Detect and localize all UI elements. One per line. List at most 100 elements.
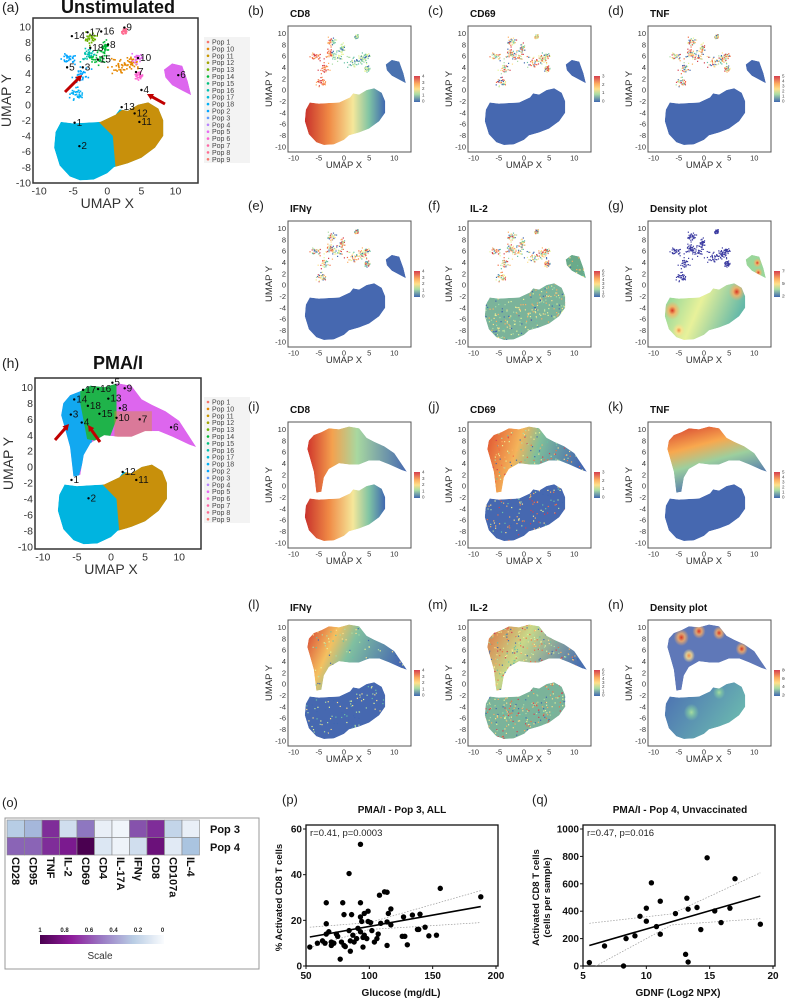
cell-point: [523, 662, 526, 665]
cell-point: [498, 253, 500, 255]
cell-point: [537, 37, 539, 39]
x-tick-label: 5: [367, 748, 371, 757]
cell-point: [362, 57, 364, 59]
cell-point: [715, 230, 717, 232]
cell-point: [725, 258, 728, 260]
umap-embedding: [304, 34, 406, 145]
cell-point: [515, 53, 517, 55]
cell-point: [569, 539, 571, 541]
cell-point: [683, 62, 685, 64]
legend-marker: [206, 116, 210, 120]
cell-point: [694, 234, 696, 236]
y-tick-label: 6: [282, 52, 286, 61]
cell-point: [574, 504, 577, 506]
cell-point: [519, 310, 522, 312]
cell-point: [538, 490, 541, 492]
cell-point: [526, 332, 528, 335]
cell-point: [681, 271, 683, 273]
cell-point: [333, 699, 335, 702]
cell-point: [363, 677, 365, 679]
cell-point: [675, 54, 677, 57]
y-tick-label: -6: [24, 509, 33, 521]
cell-point: [690, 38, 692, 40]
cell-point: [514, 701, 516, 703]
cell-point: [578, 320, 580, 322]
cell-point: [524, 309, 527, 311]
cell-point: [342, 47, 344, 50]
cell-point: [541, 428, 543, 430]
cell-point: [408, 714, 409, 715]
cell-point: [390, 699, 392, 702]
cell-point: [329, 41, 331, 43]
legend-marker: [206, 54, 210, 58]
cell-point: [539, 58, 541, 60]
cell-point: [691, 235, 693, 238]
cell-point: [510, 333, 512, 336]
cell-point: [720, 249, 723, 252]
plot-frame: [32, 17, 199, 184]
cell-point: [694, 39, 696, 41]
cell-point: [491, 329, 493, 331]
cell-point: [501, 275, 503, 277]
cell-point: [355, 669, 357, 671]
cell-point: [676, 56, 678, 58]
cell-point: [338, 57, 340, 59]
cell-point: [520, 44, 522, 46]
cell-point: [589, 514, 590, 515]
cell-point: [383, 690, 386, 692]
cell-point: [339, 634, 341, 636]
cell-point: [486, 490, 488, 492]
cell-point: [510, 246, 512, 249]
umap-embedding: [664, 426, 767, 541]
cell-point: [564, 673, 566, 676]
cell-point: [516, 51, 518, 53]
cell-point: [489, 333, 491, 335]
legend-marker: [206, 151, 210, 154]
cell-point: [362, 253, 364, 255]
cell-point: [513, 249, 515, 251]
cell-point: [401, 671, 403, 673]
cell-point: [503, 257, 505, 259]
cell-point: [484, 485, 486, 487]
cell-point: [356, 60, 358, 62]
cell-point: [503, 264, 505, 266]
cell-point: [106, 45, 109, 47]
y-tick-label: 10: [21, 382, 33, 394]
cell-point: [575, 292, 577, 294]
cell-point: [329, 264, 331, 266]
cell-point: [324, 277, 327, 279]
cell-point: [552, 470, 554, 473]
cell-point: [579, 424, 580, 425]
cell-point: [536, 513, 538, 515]
cell-point: [679, 60, 681, 62]
cell-point: [376, 634, 378, 636]
cell-point: [77, 73, 80, 76]
cell-point: [368, 53, 370, 55]
cell-point: [485, 309, 487, 311]
cell-point: [508, 52, 511, 55]
cell-point: [367, 67, 369, 69]
cell-point: [323, 265, 325, 268]
cell-point: [361, 254, 363, 256]
cell-point: [728, 69, 730, 71]
cell-point: [353, 261, 355, 263]
cell-point: [335, 681, 338, 684]
cluster-label: 4: [143, 85, 149, 96]
cell-point: [319, 82, 321, 84]
cell-point: [528, 342, 529, 343]
cell-point: [348, 251, 350, 253]
cell-point: [88, 56, 91, 59]
y-tick-label: 0: [642, 482, 646, 491]
cell-point: [360, 732, 362, 734]
cell-point: [685, 265, 687, 267]
cell-point: [124, 32, 126, 35]
cell-point: [539, 253, 541, 255]
cell-point: [395, 677, 397, 680]
cell-point: [364, 253, 366, 255]
cell-point: [489, 257, 492, 259]
cell-point: [504, 80, 507, 83]
cell-point: [102, 51, 105, 54]
cell-point: [554, 633, 556, 636]
cell-point: [562, 285, 564, 288]
cell-point: [529, 294, 531, 297]
